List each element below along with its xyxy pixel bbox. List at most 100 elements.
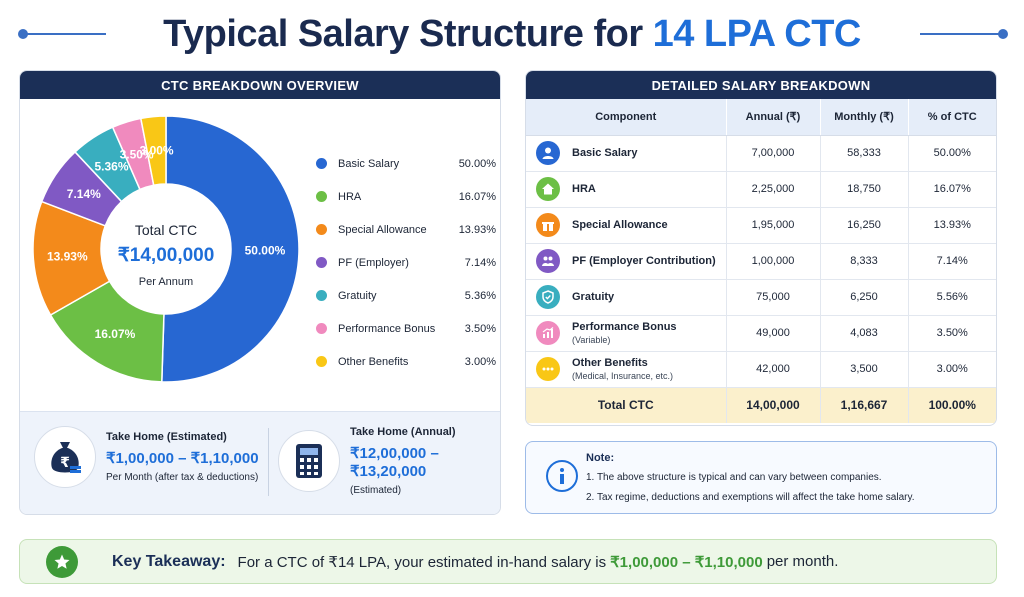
table-row: Basic Salary 7,00,000 58,333 50.00%: [526, 135, 996, 172]
legend-label: Performance Bonus: [338, 322, 436, 335]
page-title-accent: 14 LPA CTC: [652, 12, 862, 55]
component-name: Other Benefits: [572, 357, 648, 369]
page-title-row: Typical Salary Structure for 14 LPA CTC: [0, 6, 1024, 62]
legend-item: Performance Bonus 3.50%: [316, 312, 496, 345]
legend-swatch: [316, 356, 327, 367]
legend-item: Basic Salary 50.00%: [316, 147, 496, 180]
legend-label: Special Allowance: [338, 223, 427, 236]
table-row: PF (Employer Contribution) 1,00,000 8,333 7…: [526, 243, 996, 280]
total-annual: 14,00,000: [726, 387, 821, 423]
info-icon: [546, 460, 578, 492]
star-icon: [46, 545, 78, 578]
svg-text:₹: ₹: [60, 455, 70, 471]
cell-percent: 16.07%: [908, 171, 996, 208]
legend-item: Special Allowance 13.93%: [316, 213, 496, 246]
chart-legend: Basic Salary 50.00% HRA 16.07% Special Allow…: [316, 147, 496, 378]
title-divider-left: [22, 33, 106, 35]
legend-label: HRA: [338, 190, 362, 203]
legend-value: 50.00%: [458, 157, 496, 170]
cell-percent: 7.14%: [908, 243, 996, 280]
legend-item: Other Benefits 3.00%: [316, 345, 496, 378]
component-name: Gratuity: [572, 291, 615, 303]
key-takeaway-end: per month.: [766, 553, 839, 570]
cell-monthly: 4,083: [820, 315, 909, 352]
salary-breakdown-panel: DETAILED SALARY BREAKDOWN Component Annu…: [525, 70, 997, 426]
cell-monthly: 3,500: [820, 351, 909, 388]
legend-swatch: [316, 323, 327, 334]
legend-value: 3.50%: [464, 322, 496, 335]
legend-swatch: [316, 158, 327, 169]
take-home-box: ₹ Take Home (Estimated) ₹1,00,000 – ₹1,1…: [20, 411, 500, 514]
table-row: Gratuity 75,000 6,250 5.56%: [526, 279, 996, 316]
cell-monthly: 58,333: [820, 135, 909, 172]
take-home-annual: Take Home (Annual) ₹12,00,000 – ₹13,20,0…: [278, 426, 500, 496]
donut-slice-label: 16.07%: [95, 327, 136, 341]
take-home-annual-label: Take Home (Annual): [350, 426, 456, 438]
key-takeaway-range: ₹1,00,000 – ₹1,10,000: [610, 553, 763, 571]
take-home-annual-amount: ₹12,00,000 – ₹13,20,000: [350, 445, 439, 480]
legend-swatch: [316, 290, 327, 301]
component-sub: (Variable): [572, 335, 611, 345]
cell-monthly: 16,250: [820, 207, 909, 244]
page-title-main: Typical Salary Structure for: [163, 12, 643, 55]
ctc-overview-header: CTC BREAKDOWN OVERVIEW: [20, 71, 500, 99]
donut-slice-label: 7.14%: [67, 187, 101, 201]
legend-value: 3.00%: [464, 355, 496, 368]
title-dot-left: [18, 29, 28, 39]
chart-up-icon: [536, 321, 560, 345]
total-monthly: 1,16,667: [820, 387, 909, 423]
column-header-component: Component: [526, 99, 727, 136]
legend-item: HRA 16.07%: [316, 180, 496, 213]
cell-monthly: 18,750: [820, 171, 909, 208]
total-label: Total CTC: [526, 387, 727, 423]
cell-component: Gratuity: [526, 279, 727, 316]
cell-annual: 2,25,000: [726, 171, 821, 208]
legend-label: PF (Employer): [338, 256, 409, 269]
column-header-annual: Annual (₹): [726, 99, 821, 136]
ctc-donut-chart: Total CTC ₹14,00,000 Per Annum 50.00% 16.…: [32, 115, 300, 383]
cell-annual: 1,00,000: [726, 243, 821, 280]
donut-slice-label: 5.36%: [95, 159, 129, 173]
table-row: Other Benefits (Medical, Insurance, etc.)…: [526, 351, 996, 388]
more-icon: [536, 357, 560, 381]
title-dot-right: [998, 29, 1008, 39]
key-takeaway-label: Key Takeaway:: [112, 552, 226, 570]
key-takeaway-banner: Key Takeaway: For a CTC of ₹14 LPA, your…: [19, 539, 997, 584]
cell-percent: 3.00%: [908, 351, 996, 388]
take-home-monthly: ₹ Take Home (Estimated) ₹1,00,000 – ₹1,1…: [34, 426, 259, 488]
component-sub: (Medical, Insurance, etc.): [572, 371, 674, 381]
legend-value: 7.14%: [464, 256, 496, 269]
table-row: Performance Bonus (Variable) 49,000 4,083 3.…: [526, 315, 996, 352]
cell-monthly: 8,333: [820, 243, 909, 280]
page-title: Typical Salary Structure for 14 LPA CTC: [163, 13, 861, 56]
donut-center-value: ₹14,00,000: [118, 245, 215, 266]
column-header-percent: % of CTC: [908, 99, 996, 136]
gift-icon: [536, 213, 560, 237]
donut-center-title: Total CTC: [135, 222, 197, 238]
cell-percent: 5.56%: [908, 279, 996, 316]
legend-swatch: [316, 224, 327, 235]
note-line-2: 2. Tax regime, deductions and exemptions…: [586, 492, 915, 503]
table-row: Special Allowance 1,95,000 16,250 13.93%: [526, 207, 996, 244]
note-line-1: 1. The above structure is typical and ca…: [586, 472, 882, 483]
donut-slice-label: 13.93%: [47, 250, 88, 264]
title-divider-right: [920, 33, 1004, 35]
cell-component: Special Allowance: [526, 207, 727, 244]
note-box: Note: 1. The above structure is typical …: [525, 441, 997, 514]
cell-annual: 7,00,000: [726, 135, 821, 172]
donut-hole: [101, 184, 231, 314]
legend-value: 13.93%: [458, 223, 496, 236]
table-header-row: Component Annual (₹) Monthly (₹) % of CT…: [526, 99, 996, 136]
legend-item: Gratuity 5.36%: [316, 279, 496, 312]
component-name: Performance Bonus: [572, 321, 677, 333]
salary-table: Component Annual (₹) Monthly (₹) % of CT…: [526, 99, 996, 423]
cell-percent: 3.50%: [908, 315, 996, 352]
take-home-monthly-label: Take Home (Estimated): [106, 431, 227, 443]
people-icon: [536, 249, 560, 273]
take-home-monthly-amount: ₹1,00,000 – ₹1,10,000: [106, 450, 259, 467]
component-name: PF (Employer Contribution): [572, 255, 716, 267]
donut-slice-label: 3.00%: [140, 143, 174, 157]
cell-percent: 50.00%: [908, 135, 996, 172]
key-takeaway-text: For a CTC of ₹14 LPA, your estimated in-…: [237, 553, 607, 571]
user-icon: [536, 141, 560, 165]
